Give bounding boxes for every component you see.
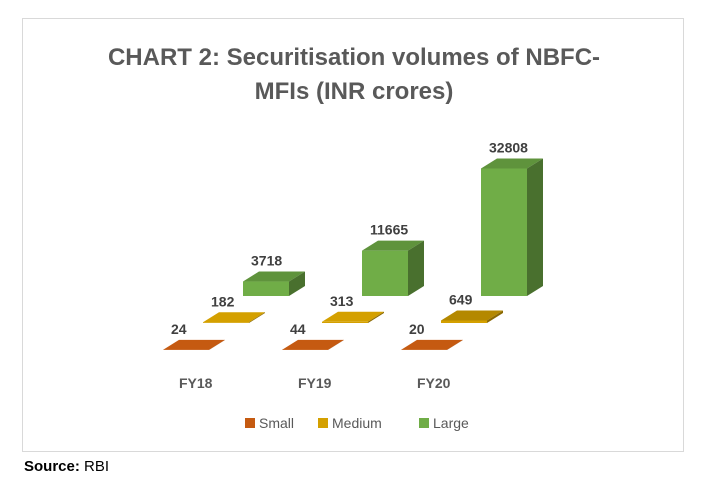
legend-label-large: Large (433, 415, 469, 431)
chart-title: CHART 2: Securitisation volumes of NBFC-… (23, 41, 685, 109)
legend-item-medium: Medium (318, 415, 382, 431)
bar-medium-fy20 (441, 310, 503, 323)
bar-small-fy19 (282, 339, 344, 350)
legend-item-large: Large (419, 415, 469, 431)
source-text: RBI (84, 458, 110, 475)
value-label-small-fy20: 20 (409, 321, 425, 337)
chart-title-line-2: MFIs (INR crores) (254, 78, 454, 105)
legend-label-small: Small (259, 415, 294, 431)
legend-swatch-medium (318, 418, 328, 428)
value-label-medium-fy19: 313 (330, 293, 354, 309)
legend-swatch-small (245, 418, 255, 428)
value-label-small-fy19: 44 (290, 321, 306, 337)
bar-large-fy20 (481, 158, 543, 296)
bar-large-fy19 (362, 240, 424, 296)
category-label-fy18: FY18 (179, 375, 213, 391)
bar-small-fy20 (401, 339, 463, 350)
value-label-large-fy19: 11665 (370, 222, 408, 238)
legend-label-medium: Medium (332, 415, 382, 431)
value-label-large-fy18: 3718 (251, 253, 282, 269)
bar-large-fy18 (243, 271, 305, 296)
legend-swatch-large (419, 418, 429, 428)
category-label-fy19: FY19 (298, 375, 332, 391)
chart-title-line-1: CHART 2: Securitisation volumes of NBFC- (107, 44, 601, 71)
bar-medium-fy19 (322, 311, 384, 323)
bar-medium-fy18 (203, 312, 265, 323)
value-label-medium-fy18: 182 (211, 293, 235, 309)
value-label-medium-fy20: 649 (449, 291, 473, 307)
bar-small-fy18 (163, 339, 225, 350)
value-label-small-fy18: 24 (171, 321, 187, 337)
source-line: Source: RBI (24, 458, 109, 475)
legend-item-small: Small (245, 415, 294, 431)
chart-frame: CHART 2: Securitisation volumes of NBFC-… (22, 18, 684, 452)
source-label: Source: (24, 458, 80, 475)
chart-plot: 3718 11665 32808 182 313 649 24 44 20 FY18 FY19 FY2… (163, 139, 543, 431)
category-label-fy20: FY20 (417, 375, 451, 391)
value-label-large-fy20: 32808 (489, 139, 528, 155)
